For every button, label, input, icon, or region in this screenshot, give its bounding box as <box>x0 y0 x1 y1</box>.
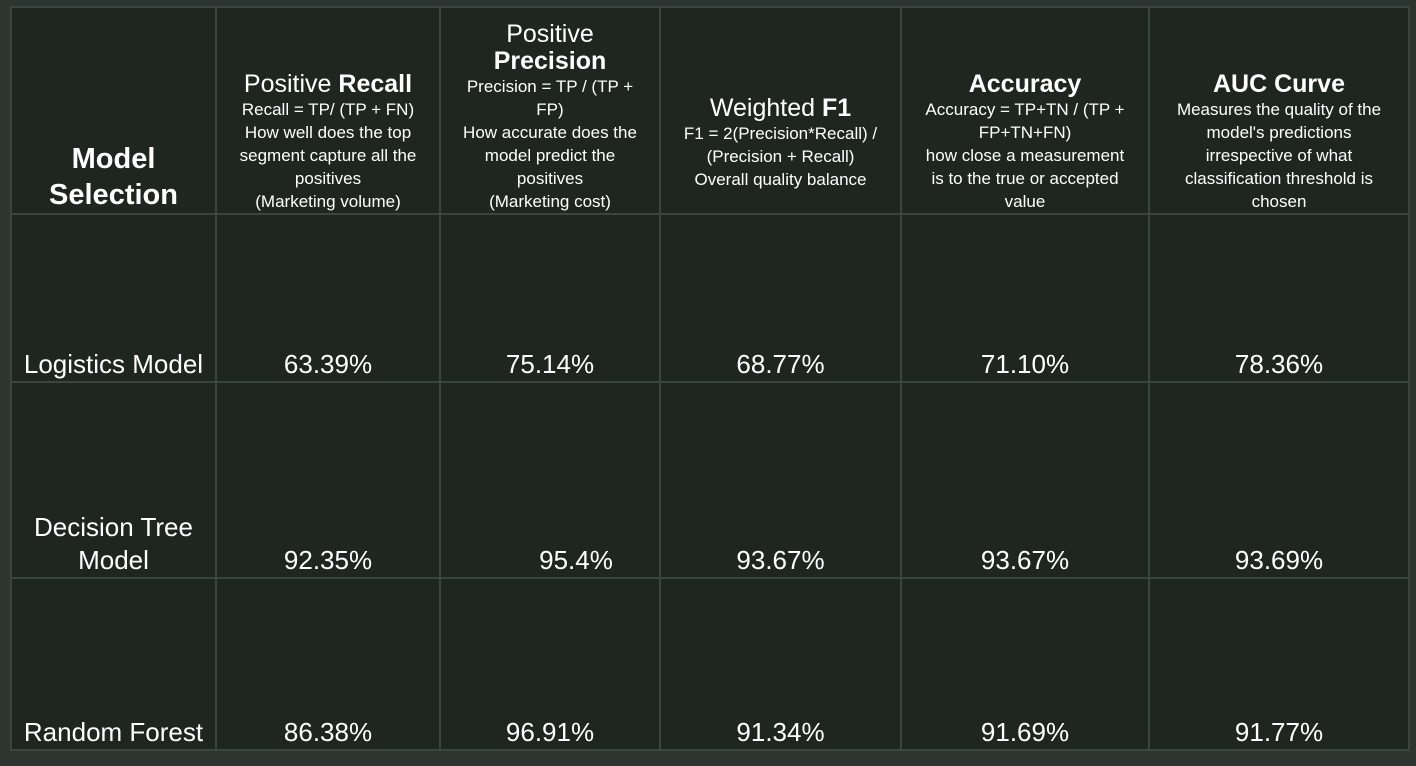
header-title: Weighted F1 <box>709 94 852 122</box>
cell-value: 93.67% <box>900 381 1150 579</box>
header-desc: Recall = TP/ (TP + FN) How well does the… <box>239 100 417 211</box>
row-label: Decision Tree Model <box>10 381 217 579</box>
cell-value: 78.36% <box>1148 213 1410 383</box>
header-auc-curve: AUC Curve Measures the quality of the mo… <box>1148 6 1410 215</box>
row-label: Logistics Model <box>10 213 217 383</box>
table-row: Random Forest 86.38% 96.91% 91.34% 91.69… <box>10 577 1410 751</box>
table-row: Logistics Model 63.39% 75.14% 68.77% 71.… <box>10 213 1410 383</box>
cell-value: 63.39% <box>215 213 441 383</box>
header-weighted-f1: Weighted F1 F1 = 2(Precision*Recall) / (… <box>659 6 902 215</box>
cell-value: 91.34% <box>659 577 902 751</box>
cell-value: 92.35% <box>215 381 441 579</box>
cell-value: 86.38% <box>215 577 441 751</box>
header-title: Accuracy <box>968 70 1082 98</box>
header-title: Positive Precision <box>493 20 607 75</box>
header-desc: Precision = TP / (TP + FP) How accurate … <box>463 77 637 211</box>
header-accuracy: Accuracy Accuracy = TP+TN / (TP + FP+TN+… <box>900 6 1150 215</box>
cell-value: 93.69% <box>1148 381 1410 579</box>
header-desc: Measures the quality of the model's pred… <box>1176 100 1382 211</box>
cell-value: 71.10% <box>900 213 1150 383</box>
cell-value: 91.77% <box>1148 577 1410 751</box>
header-title: AUC Curve <box>1213 70 1345 98</box>
cell-value: 68.77% <box>659 213 902 383</box>
table-row: Decision Tree Model 92.35% 95.4% 93.67% … <box>10 381 1410 579</box>
cell-value: 75.14% <box>439 213 661 383</box>
cell-value: 91.69% <box>900 577 1150 751</box>
model-comparison-table: Model Selection Positive Recall Recall =… <box>10 6 1410 751</box>
header-title: Positive Recall <box>243 70 413 98</box>
cell-value: 95.4% <box>439 381 661 579</box>
row-label: Random Forest <box>10 577 217 751</box>
cell-value: 93.67% <box>659 381 902 579</box>
header-row: Model Selection Positive Recall Recall =… <box>10 6 1410 215</box>
header-desc: F1 = 2(Precision*Recall) / (Precision + … <box>683 124 878 189</box>
corner-header-model-selection: Model Selection <box>10 6 217 215</box>
cell-value: 96.91% <box>439 577 661 751</box>
header-desc: Accuracy = TP+TN / (TP + FP+TN+FN) how c… <box>925 100 1125 211</box>
header-positive-precision: Positive Precision Precision = TP / (TP +… <box>439 6 661 215</box>
header-positive-recall: Positive Recall Recall = TP/ (TP + FN) H… <box>215 6 441 215</box>
